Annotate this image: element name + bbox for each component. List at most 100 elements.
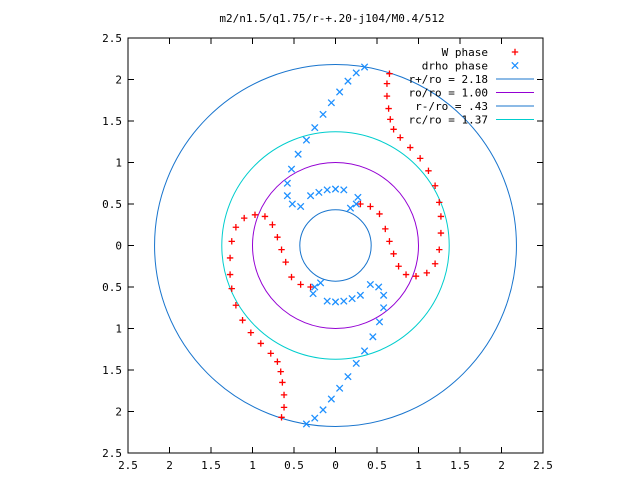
legend-label: drho phase: [422, 60, 488, 73]
y-tick-label: 2: [115, 74, 122, 87]
drho-phase-point: [340, 186, 348, 194]
y-tick-label: 0.5: [102, 281, 122, 294]
drho-phase-point: [302, 136, 311, 144]
w-phase-point: [288, 273, 295, 281]
legend-label: rc/ro = 1.37: [409, 114, 488, 127]
drho-phase-point: [346, 204, 355, 212]
y-tick-label: 1.5: [102, 364, 122, 377]
y-tick-label: 2.5: [102, 447, 122, 460]
drho-phase-point: [302, 420, 311, 428]
drho-phase-point: [356, 291, 365, 299]
legend-label: ro/ro = 1.00: [409, 87, 488, 100]
drho-phase-point: [327, 395, 336, 403]
y-tick-label: 2.5: [102, 32, 122, 45]
w-phase-point: [232, 224, 240, 231]
x-tick-label: 2.5: [533, 459, 553, 472]
x-tick-label: 2: [498, 459, 505, 472]
legend-label: r-/ro = .43: [415, 100, 488, 113]
x-tick-label: 0.5: [284, 459, 304, 472]
w-phase-point: [251, 211, 259, 218]
w-phase-point: [241, 214, 248, 222]
w-phase-point: [431, 260, 439, 267]
drho-phase-point: [287, 165, 296, 173]
y-tick-label: 0.5: [102, 198, 122, 211]
w-phase-point: [297, 281, 304, 288]
w-phase-point: [385, 105, 392, 112]
drho-phase-point: [283, 192, 292, 200]
drho-phase-point: [340, 297, 348, 305]
legend-marker: [511, 48, 519, 56]
w-phase-point: [280, 404, 288, 411]
reference-circle: [154, 64, 517, 427]
drho-phase-point: [344, 372, 352, 381]
legend-label: r+/ro = 2.18: [409, 73, 488, 86]
drho-phase-point: [309, 289, 317, 298]
x-tick-label: 2.5: [118, 459, 138, 472]
w-phase-point: [267, 350, 274, 357]
w-phase-point: [228, 238, 235, 245]
legend-marker: [511, 61, 519, 70]
w-phase-point: [307, 283, 314, 291]
reference-circles: [154, 64, 517, 427]
reference-circle: [252, 162, 419, 329]
w-phase-point: [402, 271, 410, 278]
reference-circle: [221, 131, 450, 360]
w-phase-point: [386, 70, 393, 77]
drho-phase-point: [352, 200, 360, 208]
w-phase-point: [390, 126, 397, 133]
y-tick-label: 2: [115, 406, 122, 419]
drho-phase-point: [327, 99, 336, 107]
drho-phase-point: [288, 200, 296, 208]
drho-phase-point: [335, 88, 344, 96]
drho-phase-point: [306, 192, 315, 200]
drho-phase-point: [311, 283, 319, 291]
drho-phase-point: [331, 298, 340, 306]
drho-phase-point: [283, 179, 292, 187]
drho-phase-point: [316, 279, 325, 287]
y-tick-label: 1: [115, 157, 122, 170]
drho-phase-point: [319, 110, 327, 119]
drho-phase-point: [354, 193, 362, 202]
w-phase-point: [274, 358, 281, 365]
drho-phase-point: [323, 297, 331, 305]
w-phase-point: [390, 250, 397, 257]
w-phase-point: [407, 144, 414, 151]
axis-ticks: 2.5 2 1.5 1 0.5 0 0.5 1 1.5 2 2.52.521.510.500.511…: [102, 32, 553, 472]
w-phase-point: [282, 258, 289, 266]
w-phase-point: [278, 414, 285, 421]
x-tick-label: 0.5: [367, 459, 387, 472]
drho-phase-point: [294, 150, 302, 158]
drho-phase-point: [315, 188, 323, 197]
drho-phase-point: [366, 280, 375, 289]
w-phase-point: [357, 200, 364, 208]
w-phase-point: [437, 213, 445, 220]
drho-phase-point: [331, 185, 340, 193]
drho-phase-point: [375, 283, 383, 291]
y-tick-label: 1.5: [102, 115, 122, 128]
w-phase-point: [425, 167, 432, 174]
y-tick-label: 0: [115, 240, 122, 253]
w-phase-point: [383, 92, 391, 100]
drho-phase-point: [360, 347, 369, 355]
w-phase-point: [277, 368, 284, 375]
w-phase-point: [269, 221, 276, 228]
x-tick-label: 0: [332, 459, 339, 472]
drho-phase-point: [375, 318, 384, 326]
w-phase-point: [232, 302, 240, 309]
w-phase-point: [226, 254, 234, 262]
w-phase-point: [226, 271, 234, 278]
drho-phase-point: [323, 186, 331, 194]
drho-phase-point: [311, 414, 319, 422]
drho-phase-point: [352, 69, 360, 77]
w-phase-point: [386, 238, 393, 245]
drho-phase-point: [335, 384, 344, 392]
w-phase-point: [257, 340, 264, 347]
drho-phase-point: [319, 406, 327, 414]
w-phase-point: [261, 213, 269, 220]
w-phase-point: [367, 203, 374, 210]
reference-circle: [299, 209, 372, 282]
w-phase-point: [247, 329, 255, 336]
w-phase-point: [279, 379, 286, 386]
